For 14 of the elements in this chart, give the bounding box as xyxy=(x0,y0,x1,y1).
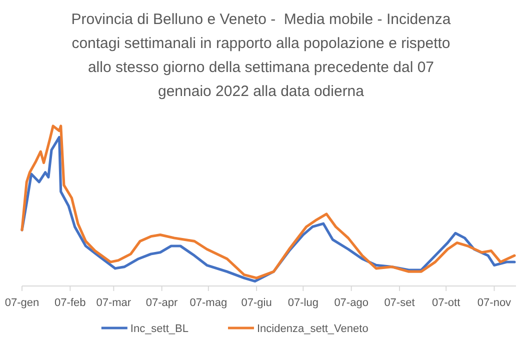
x-tick-label: 07-feb xyxy=(54,297,86,309)
x-tick-label: 07-nov xyxy=(477,297,512,309)
legend-label: Inc_sett_BL xyxy=(130,323,188,335)
x-tick-label: 07-gen xyxy=(4,297,40,309)
x-tick-label: 07-set xyxy=(384,297,415,309)
legend-label: Incidenza_sett_Veneto xyxy=(257,323,368,335)
x-tick-label: 07-apr xyxy=(146,297,178,309)
x-tick-label: 07-giu xyxy=(241,297,272,309)
x-tick-label: 07-ott xyxy=(432,297,460,309)
x-tick-label: 07-ago xyxy=(334,297,368,309)
x-tick-label: 07-lug xyxy=(288,297,318,309)
chart-title: Provincia di Belluno e Veneto - Media mobile - Incidenza contagi settimanali in rapporto alla popolazione e rispetto allo stesso giorno della settimana precedente dal 07 gennaio 2022 alla data odierna xyxy=(71,11,452,100)
x-tick-label: 07-mag xyxy=(190,297,228,309)
x-tick-label: 07-mar xyxy=(96,297,132,309)
